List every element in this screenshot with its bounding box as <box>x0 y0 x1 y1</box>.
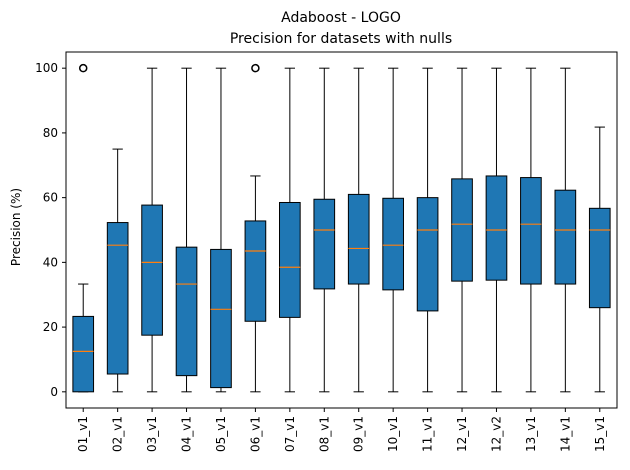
x-tick-label: 13_v1 <box>524 416 538 452</box>
x-tick-label: 08_v1 <box>317 416 331 452</box>
y-tick-label: 40 <box>43 255 58 269</box>
box-11_v1 <box>416 197 439 312</box>
box-01_v1 <box>72 315 95 393</box>
outlier-point <box>251 63 260 73</box>
y-tick-label: 100 <box>35 61 58 75</box>
box-05_v1 <box>210 248 232 389</box>
plot-frame <box>65 51 618 409</box>
box-12_v2 <box>485 175 508 281</box>
x-tick-label: 03_v1 <box>145 416 159 452</box>
y-tick-label: 0 <box>50 385 58 399</box>
x-tick-label: 12_v2 <box>489 416 503 452</box>
box-09_v1 <box>347 193 370 285</box>
chart-subtitle: Precision for datasets with nulls <box>230 31 452 47</box>
box-02_v1 <box>106 222 129 375</box>
y-tick-label: 60 <box>43 191 58 205</box>
y-tick-label: 80 <box>43 126 58 140</box>
y-tick-label: 20 <box>43 320 58 334</box>
box-12_v1 <box>451 178 473 282</box>
box-10_v1 <box>382 197 404 291</box>
outlier-point <box>78 63 88 73</box>
box-15_v1 <box>588 207 611 309</box>
x-tick-label: 15_v1 <box>593 416 607 452</box>
box-14_v1 <box>554 189 577 285</box>
box-03_v1 <box>141 204 163 336</box>
x-tick-label: 14_v1 <box>558 416 572 452</box>
x-tick-label: 04_v1 <box>180 416 194 452</box>
box-04_v1 <box>175 246 198 377</box>
x-tick-label: 12_v1 <box>455 416 469 452</box>
box-08_v1 <box>313 198 336 290</box>
plot-area: 0 20 40 60 80 100 01_v1 02_v1 03_v1 04_v1 05_v1 06_… <box>35 61 611 452</box>
x-tick-label: 10_v1 <box>386 416 400 452</box>
x-tick-label: 09_v1 <box>352 416 366 452</box>
chart-title: Adaboost - LOGO <box>281 10 401 26</box>
x-tick-label: 06_v1 <box>248 416 262 452</box>
box-07_v1 <box>279 201 301 318</box>
x-tick-label: 07_v1 <box>283 416 297 452</box>
x-tick-label: 11_v1 <box>421 416 435 452</box>
box-06_v1 <box>244 220 267 322</box>
x-tick-label: 02_v1 <box>111 416 125 452</box>
x-tick-label: 01_v1 <box>76 416 90 452</box>
box-13_v1 <box>520 177 542 285</box>
y-axis-label: Precision (%) <box>9 188 23 266</box>
x-tick-label: 05_v1 <box>214 416 228 452</box>
